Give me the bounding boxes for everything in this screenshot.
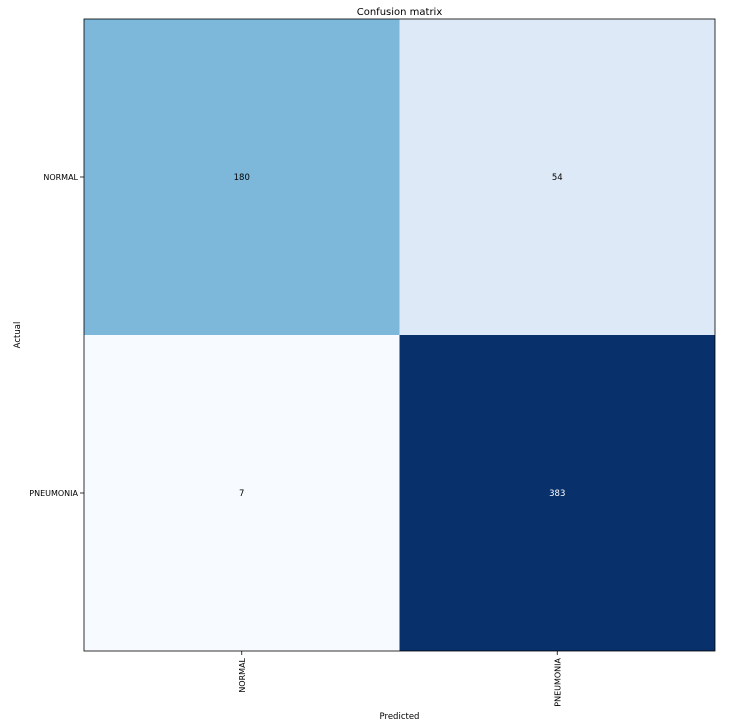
heatmap-cell-1-1 (399, 335, 715, 651)
y-tick-label-normal: NORMAL (43, 173, 78, 182)
heatmap-cells (84, 19, 715, 651)
y-tick-label-pneumonia: PNEUMONIA (29, 489, 78, 498)
x-tick-label-pneumonia: PNEUMONIA (553, 657, 562, 706)
y-axis-ticks: NORMAL PNEUMONIA (29, 173, 84, 498)
cell-value-1-1: 383 (549, 489, 565, 499)
plot-frame (83, 18, 716, 652)
cell-value-1-0: 7 (239, 489, 244, 499)
x-tick-label-normal: NORMAL (238, 657, 247, 692)
chart-title: Confusion matrix (357, 7, 443, 18)
cell-value-0-0: 180 (234, 173, 250, 183)
heatmap-cell-1-0 (84, 335, 400, 651)
heatmap-cell-0-1 (399, 19, 715, 335)
heatmap-cell-labels: 180 54 7 383 (234, 173, 566, 499)
y-axis-label: Actual (13, 322, 23, 349)
heatmap-cell-0-0 (84, 19, 400, 335)
x-axis-label: Predicted (380, 712, 420, 722)
x-axis-ticks: NORMAL PNEUMONIA (238, 651, 562, 707)
cell-value-0-1: 54 (552, 173, 563, 183)
